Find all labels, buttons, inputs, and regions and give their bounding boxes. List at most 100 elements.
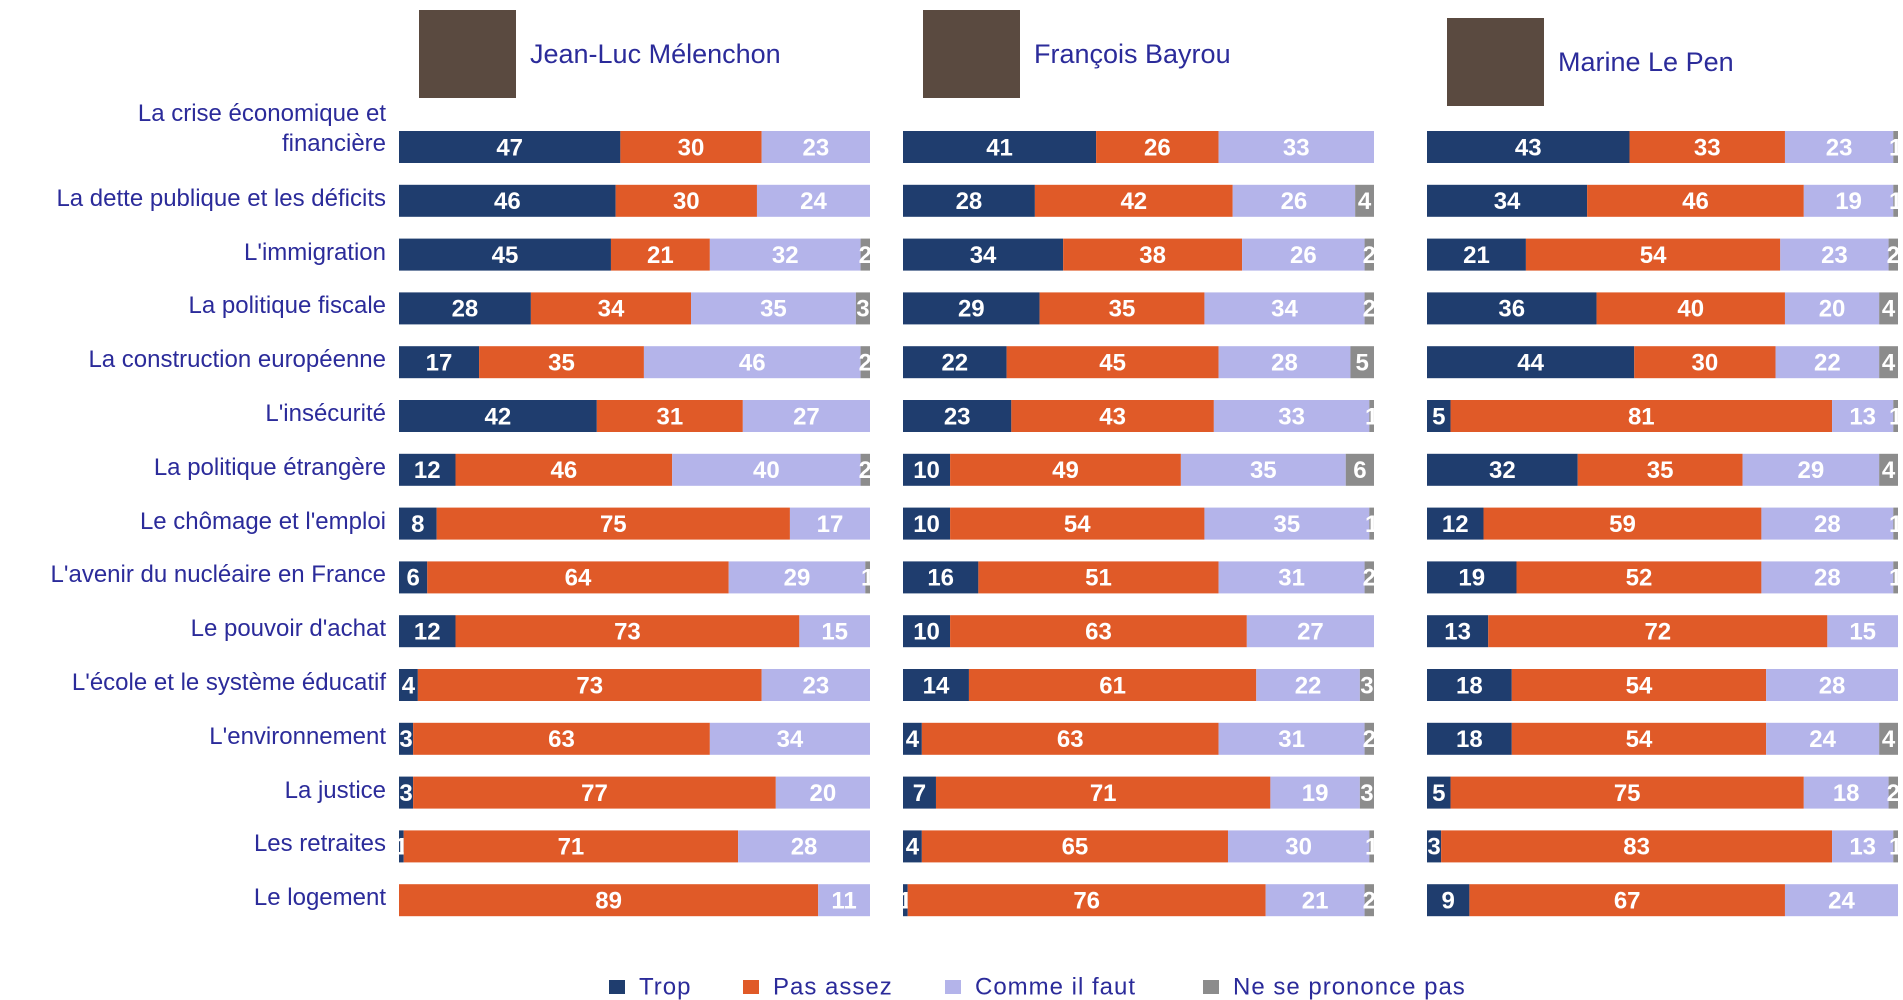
legend-label: Pas assez xyxy=(773,973,893,1000)
value-label: 3 xyxy=(1360,780,1373,807)
value-label: 4 xyxy=(1358,188,1372,215)
category-label: L'avenir du nucléaire en France xyxy=(51,560,386,590)
value-label: 24 xyxy=(1828,888,1855,915)
value-label: 43 xyxy=(1515,134,1542,161)
value-label: 30 xyxy=(1285,834,1312,861)
value-label: 18 xyxy=(1456,672,1483,699)
value-label: 31 xyxy=(656,403,683,430)
value-label: 1 xyxy=(1889,188,1902,215)
value-label: 46 xyxy=(739,350,766,377)
value-label: 24 xyxy=(800,188,827,215)
value-label: 3 xyxy=(1360,672,1373,699)
value-label: 18 xyxy=(1833,780,1860,807)
value-label: 35 xyxy=(1250,457,1277,484)
value-label: 18 xyxy=(1456,726,1483,753)
value-label: 32 xyxy=(772,242,799,269)
value-label: 21 xyxy=(1463,242,1490,269)
value-label: 54 xyxy=(1626,726,1653,753)
value-label: 27 xyxy=(793,403,820,430)
value-label: 3 xyxy=(399,780,412,807)
value-label: 83 xyxy=(1623,834,1650,861)
value-label: 1 xyxy=(1365,834,1378,861)
category-label: La construction européenne xyxy=(88,345,386,375)
value-label: 26 xyxy=(1290,242,1317,269)
panel-title: Jean-Luc Mélenchon xyxy=(530,39,781,69)
value-label: 2 xyxy=(1363,726,1376,753)
value-label: 28 xyxy=(1814,511,1841,538)
value-label: 42 xyxy=(1120,188,1147,215)
value-label: 89 xyxy=(595,888,622,915)
value-label: 17 xyxy=(426,350,453,377)
category-label: Le pouvoir d'achat xyxy=(191,614,386,644)
value-label: 5 xyxy=(1356,350,1369,377)
value-label: 29 xyxy=(784,565,811,592)
value-label: 12 xyxy=(1442,511,1469,538)
value-label: 54 xyxy=(1626,672,1653,699)
category-label: La justice xyxy=(285,776,386,806)
value-label: 26 xyxy=(1144,134,1171,161)
value-label: 22 xyxy=(1295,672,1322,699)
value-label: 46 xyxy=(1682,188,1709,215)
value-label: 40 xyxy=(1677,296,1704,323)
value-label: 35 xyxy=(760,296,787,323)
value-label: 29 xyxy=(1798,457,1825,484)
legend-swatch xyxy=(945,980,961,994)
value-label: 2 xyxy=(1363,296,1376,323)
category-label: L'environnement xyxy=(209,722,386,752)
value-label: 54 xyxy=(1640,242,1667,269)
value-label: 4 xyxy=(906,834,920,861)
value-label: 46 xyxy=(550,457,577,484)
value-label: 19 xyxy=(1458,565,1485,592)
value-label: 13 xyxy=(1444,619,1471,646)
value-label: 34 xyxy=(970,242,997,269)
value-label: 4 xyxy=(402,672,416,699)
category-label: L'école et le système éducatif xyxy=(72,668,386,698)
panel-title: François Bayrou xyxy=(1034,39,1231,69)
value-label: 26 xyxy=(1281,188,1308,215)
value-label: 2 xyxy=(1363,565,1376,592)
value-label: 6 xyxy=(1353,457,1366,484)
value-label: 28 xyxy=(452,296,479,323)
value-label: 51 xyxy=(1085,565,1112,592)
legend-label: Comme il faut xyxy=(975,973,1136,1000)
value-label: 22 xyxy=(941,350,968,377)
category-label: Le logement xyxy=(254,883,386,913)
value-label: 28 xyxy=(956,188,983,215)
value-label: 2 xyxy=(1363,242,1376,269)
category-label: Le chômage et l'emploi xyxy=(140,507,386,537)
value-label: 1 xyxy=(861,565,874,592)
value-label: 1 xyxy=(1889,403,1902,430)
candidate-photo xyxy=(923,10,1020,98)
value-label: 23 xyxy=(944,403,971,430)
category-label: La politique fiscale xyxy=(189,291,386,321)
value-label: 1 xyxy=(1889,134,1902,161)
value-label: 23 xyxy=(802,672,829,699)
value-label: 24 xyxy=(1809,726,1836,753)
value-label: 16 xyxy=(927,565,954,592)
value-label: 76 xyxy=(1073,888,1100,915)
value-label: 10 xyxy=(913,619,940,646)
value-label: 15 xyxy=(821,619,848,646)
value-label: 44 xyxy=(1517,350,1544,377)
value-label: 28 xyxy=(1814,565,1841,592)
value-label: 2 xyxy=(859,457,872,484)
value-label: 34 xyxy=(598,296,625,323)
value-label: 54 xyxy=(1064,511,1091,538)
value-label: 19 xyxy=(1302,780,1329,807)
value-label: 4 xyxy=(906,726,920,753)
legend-swatch xyxy=(743,980,759,994)
value-label: 63 xyxy=(1085,619,1112,646)
value-label: 4 xyxy=(1882,726,1896,753)
value-label: 75 xyxy=(600,511,627,538)
value-label: 64 xyxy=(565,565,592,592)
value-label: 75 xyxy=(1614,780,1641,807)
candidate-photo xyxy=(419,10,516,98)
value-label: 3 xyxy=(1427,834,1440,861)
category-label: La crise économique et financière xyxy=(96,99,386,159)
value-label: 5 xyxy=(1432,403,1445,430)
value-label: 14 xyxy=(923,672,950,699)
value-label: 32 xyxy=(1489,457,1516,484)
value-label: 12 xyxy=(414,457,441,484)
value-label: 63 xyxy=(1057,726,1084,753)
value-label: 45 xyxy=(492,242,519,269)
